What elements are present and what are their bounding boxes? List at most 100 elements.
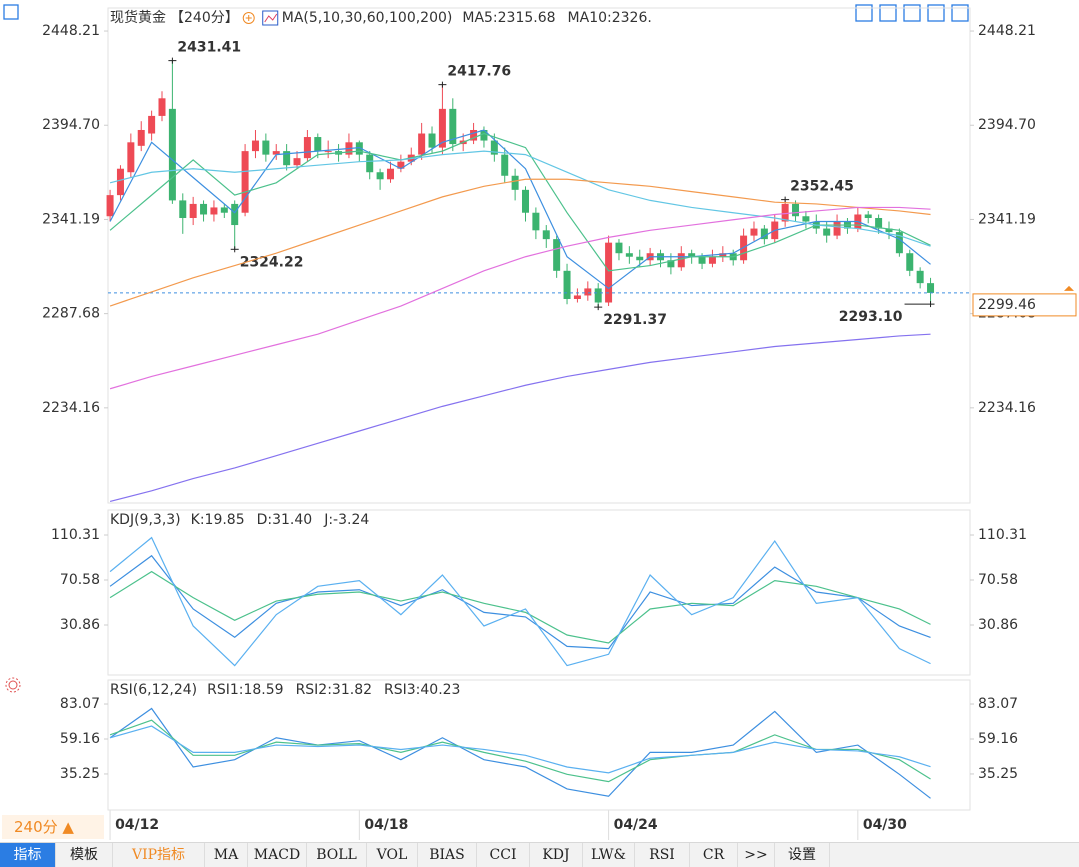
candle-body — [293, 158, 301, 166]
tab[interactable]: LW& — [583, 843, 635, 867]
ma-icon — [262, 10, 279, 26]
tab[interactable]: VOL — [367, 843, 418, 867]
candle-body — [584, 288, 592, 296]
tab[interactable]: 设置 — [775, 843, 830, 867]
candle-body — [116, 168, 124, 196]
candle-body — [137, 129, 145, 146]
indicator-line — [109, 206, 931, 390]
candle-body — [792, 203, 800, 217]
candle-body — [470, 129, 478, 141]
x-tick-label: 04/24 — [614, 817, 658, 833]
candle-body — [376, 172, 384, 180]
candle-body — [355, 142, 363, 155]
candle-body — [314, 137, 322, 152]
y-tick-label: 2341.19 — [42, 211, 100, 227]
extreme-label: 2417.76 — [447, 64, 511, 80]
candle-body — [573, 295, 581, 299]
y-tick-label: 83.07 — [60, 696, 100, 712]
indicator-line — [109, 725, 931, 774]
candle-body — [802, 216, 810, 222]
panel-title: 现货黄金 — [110, 9, 166, 26]
extreme-label: 2431.41 — [177, 40, 241, 56]
y-tick-label: 2448.21 — [42, 23, 100, 39]
panel-title: RSI(6,12,24) — [110, 682, 197, 698]
expand-icon[interactable] — [951, 4, 969, 22]
period-selector[interactable]: 240分 ▲ — [2, 815, 104, 839]
candle-body — [667, 260, 675, 268]
candle-body — [366, 154, 374, 173]
add-icon-cross — [245, 15, 252, 21]
tab[interactable]: >> — [738, 843, 775, 867]
candle-body — [698, 256, 706, 264]
x-tick-label: 04/12 — [115, 817, 159, 833]
indicator-line — [109, 707, 931, 799]
toolbar-icons — [3, 4, 969, 22]
tab[interactable]: VIP指标 — [113, 843, 205, 867]
tab[interactable]: KDJ — [530, 843, 583, 867]
tab[interactable]: BIAS — [418, 843, 477, 867]
candle-body — [397, 161, 405, 169]
fullscreen-icon[interactable] — [927, 4, 945, 22]
collapse-icon[interactable] — [3, 4, 19, 20]
candle-body — [906, 253, 914, 271]
panel-frame — [107, 7, 971, 504]
candle-body — [428, 133, 436, 148]
tab[interactable]: CCI — [477, 843, 530, 867]
draw-icon[interactable] — [903, 4, 921, 22]
indicator-tabs: 指标 模板 VIP指标 MA MACD BOLL VOL BIAS CCI KDJ LW& RSI CR… — [0, 842, 1079, 867]
candle-body — [127, 142, 135, 173]
candle-body — [189, 203, 197, 219]
settings-icon[interactable] — [5, 677, 21, 693]
candle-body — [750, 228, 758, 236]
tab[interactable]: 模板 — [56, 843, 113, 867]
candle-body — [521, 189, 529, 213]
candle-body — [106, 195, 114, 217]
candle-body — [283, 151, 291, 166]
x-tick-label: 04/18 — [364, 817, 408, 833]
candle-body — [563, 270, 571, 299]
candle-body — [231, 203, 239, 226]
candle-body — [781, 203, 789, 222]
extreme-label: 2324.22 — [240, 254, 304, 270]
y-tick-label-right: 59.16 — [978, 731, 1018, 747]
candle-body — [386, 168, 394, 180]
indicator-line — [109, 178, 931, 307]
legend-entry: K:19.85 — [191, 512, 245, 528]
indicator-line — [109, 333, 931, 502]
candle-body — [241, 151, 249, 213]
candle-body — [251, 140, 259, 152]
tab[interactable]: 指标 — [0, 843, 56, 867]
candle-body — [210, 207, 218, 215]
tab[interactable]: BOLL — [307, 843, 367, 867]
tab[interactable]: RSI — [635, 843, 690, 867]
candle-body — [823, 228, 831, 236]
candle-body — [272, 151, 280, 155]
panel-frame — [107, 679, 971, 811]
x-tick-label: 04/30 — [863, 817, 907, 833]
last-price-label: 2299.46 — [978, 297, 1036, 313]
candle-body — [438, 108, 446, 148]
candle-body — [594, 288, 602, 303]
y-tick-label-right: 35.25 — [978, 766, 1018, 782]
candle-body — [677, 253, 685, 268]
layout-icon[interactable] — [879, 4, 897, 22]
candle-body — [605, 242, 613, 303]
legend-entry: RSI2:31.82 — [296, 682, 372, 698]
candle-body — [615, 242, 623, 254]
zoom-icon[interactable] — [855, 4, 873, 22]
candle-body — [158, 98, 166, 116]
y-tick-label: 110.31 — [51, 527, 100, 543]
candle-body — [916, 270, 924, 284]
candle-body — [875, 218, 883, 229]
candle-body — [220, 207, 228, 213]
y-tick-label-right: 2448.21 — [978, 23, 1036, 39]
tab[interactable]: MACD — [248, 843, 307, 867]
candle-body — [200, 203, 208, 215]
y-tick-label-right: 70.58 — [978, 572, 1018, 588]
ma-icon-line — [264, 13, 278, 23]
extreme-label: 2352.45 — [790, 179, 854, 195]
tab[interactable]: CR — [690, 843, 738, 867]
y-tick-label-right: 110.31 — [978, 527, 1027, 543]
tab[interactable]: MA — [205, 843, 248, 867]
